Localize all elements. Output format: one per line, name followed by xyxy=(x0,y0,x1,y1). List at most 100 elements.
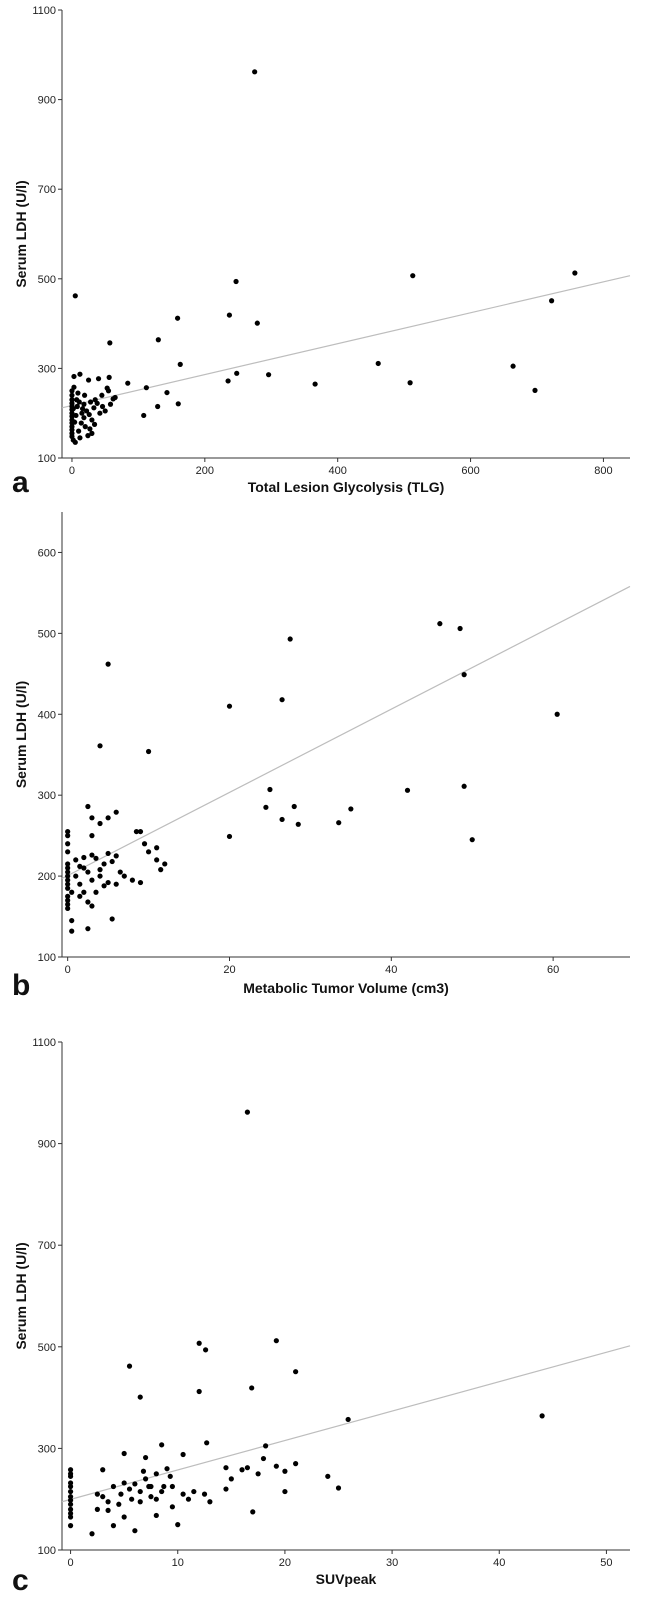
data-point xyxy=(180,1491,186,1497)
data-point xyxy=(234,370,240,376)
data-point xyxy=(71,384,77,390)
data-point xyxy=(101,861,107,867)
data-point xyxy=(97,873,103,879)
data-point xyxy=(85,803,91,810)
data-point xyxy=(113,881,119,887)
data-point xyxy=(233,278,239,285)
data-point xyxy=(67,1488,74,1495)
data-point xyxy=(167,1473,173,1479)
data-point xyxy=(94,1491,100,1497)
data-point xyxy=(67,1506,74,1512)
y-tick-label: 700 xyxy=(38,184,56,196)
x-tick-label: 30 xyxy=(386,1557,398,1569)
data-point xyxy=(177,361,183,367)
data-point xyxy=(69,407,75,413)
data-point xyxy=(137,1394,143,1400)
data-point xyxy=(86,411,92,418)
data-point xyxy=(263,1443,269,1449)
data-point xyxy=(266,372,272,378)
y-axis-label: Serum LDH (U/l) xyxy=(13,180,29,287)
data-point xyxy=(89,903,95,909)
y-tick-label: 500 xyxy=(38,628,56,640)
data-point xyxy=(72,439,78,445)
data-point xyxy=(159,1442,165,1448)
data-point xyxy=(65,873,71,879)
data-point xyxy=(67,1523,74,1529)
data-point xyxy=(279,697,285,703)
data-point xyxy=(554,711,560,717)
data-point xyxy=(91,405,97,411)
data-point xyxy=(112,394,118,401)
data-point xyxy=(81,401,87,407)
data-point xyxy=(77,881,83,887)
data-point xyxy=(201,1491,208,1497)
data-point xyxy=(145,748,152,755)
data-point xyxy=(169,1504,175,1510)
data-point xyxy=(67,1480,74,1486)
data-point xyxy=(461,672,467,678)
x-tick-label: 0 xyxy=(68,1557,74,1569)
data-point xyxy=(267,786,273,793)
data-point xyxy=(69,889,75,895)
data-point xyxy=(254,320,260,326)
panel-letter: b xyxy=(12,969,30,1002)
data-point xyxy=(65,893,71,899)
data-point xyxy=(141,412,147,419)
panel-letter: a xyxy=(12,466,29,499)
x-tick-label: 0 xyxy=(65,964,71,976)
data-point xyxy=(126,1486,133,1492)
data-point xyxy=(100,1494,106,1500)
data-point xyxy=(255,1471,261,1477)
data-point xyxy=(73,412,79,419)
data-point xyxy=(252,69,258,75)
data-point xyxy=(77,893,83,899)
x-tick-label: 20 xyxy=(279,1557,291,1569)
data-point xyxy=(155,337,161,343)
data-point xyxy=(73,857,79,863)
data-point xyxy=(77,371,83,377)
data-point xyxy=(78,420,84,426)
data-point xyxy=(79,410,85,416)
data-point xyxy=(126,1363,133,1369)
data-point xyxy=(65,865,71,871)
data-point xyxy=(116,1501,122,1507)
data-point xyxy=(97,867,103,873)
data-point xyxy=(375,360,381,367)
data-point xyxy=(158,867,164,873)
data-point xyxy=(348,806,354,812)
data-point xyxy=(69,928,75,934)
data-point xyxy=(404,787,411,793)
data-point xyxy=(180,1451,186,1458)
data-point xyxy=(67,1494,74,1500)
data-point xyxy=(228,1476,234,1482)
data-point xyxy=(226,312,233,318)
panel-b: 100 200 300 400 500 600 0 20 40 60 Metabolic Tumor… xyxy=(12,512,631,1002)
data-point xyxy=(110,1523,117,1529)
data-point xyxy=(226,703,233,709)
data-point xyxy=(72,419,78,425)
data-point xyxy=(109,858,115,865)
data-point xyxy=(312,381,318,387)
data-point xyxy=(109,916,115,922)
data-point xyxy=(146,1483,152,1490)
data-point xyxy=(291,803,297,810)
data-point xyxy=(161,1483,167,1490)
data-point xyxy=(65,877,71,883)
data-point xyxy=(207,1499,213,1505)
data-point xyxy=(336,820,342,826)
data-point xyxy=(154,857,160,863)
data-point xyxy=(105,1499,111,1505)
data-point xyxy=(75,390,81,396)
data-point xyxy=(76,428,82,434)
regression-line xyxy=(61,275,631,409)
regression-line xyxy=(61,585,631,880)
data-point xyxy=(155,403,161,410)
data-point xyxy=(121,873,127,879)
data-point xyxy=(105,815,111,821)
y-tick-label: 300 xyxy=(38,363,56,375)
data-point xyxy=(153,1471,159,1477)
data-point xyxy=(196,1388,202,1395)
data-point xyxy=(223,1465,229,1471)
y-tick-label: 500 xyxy=(38,274,56,286)
